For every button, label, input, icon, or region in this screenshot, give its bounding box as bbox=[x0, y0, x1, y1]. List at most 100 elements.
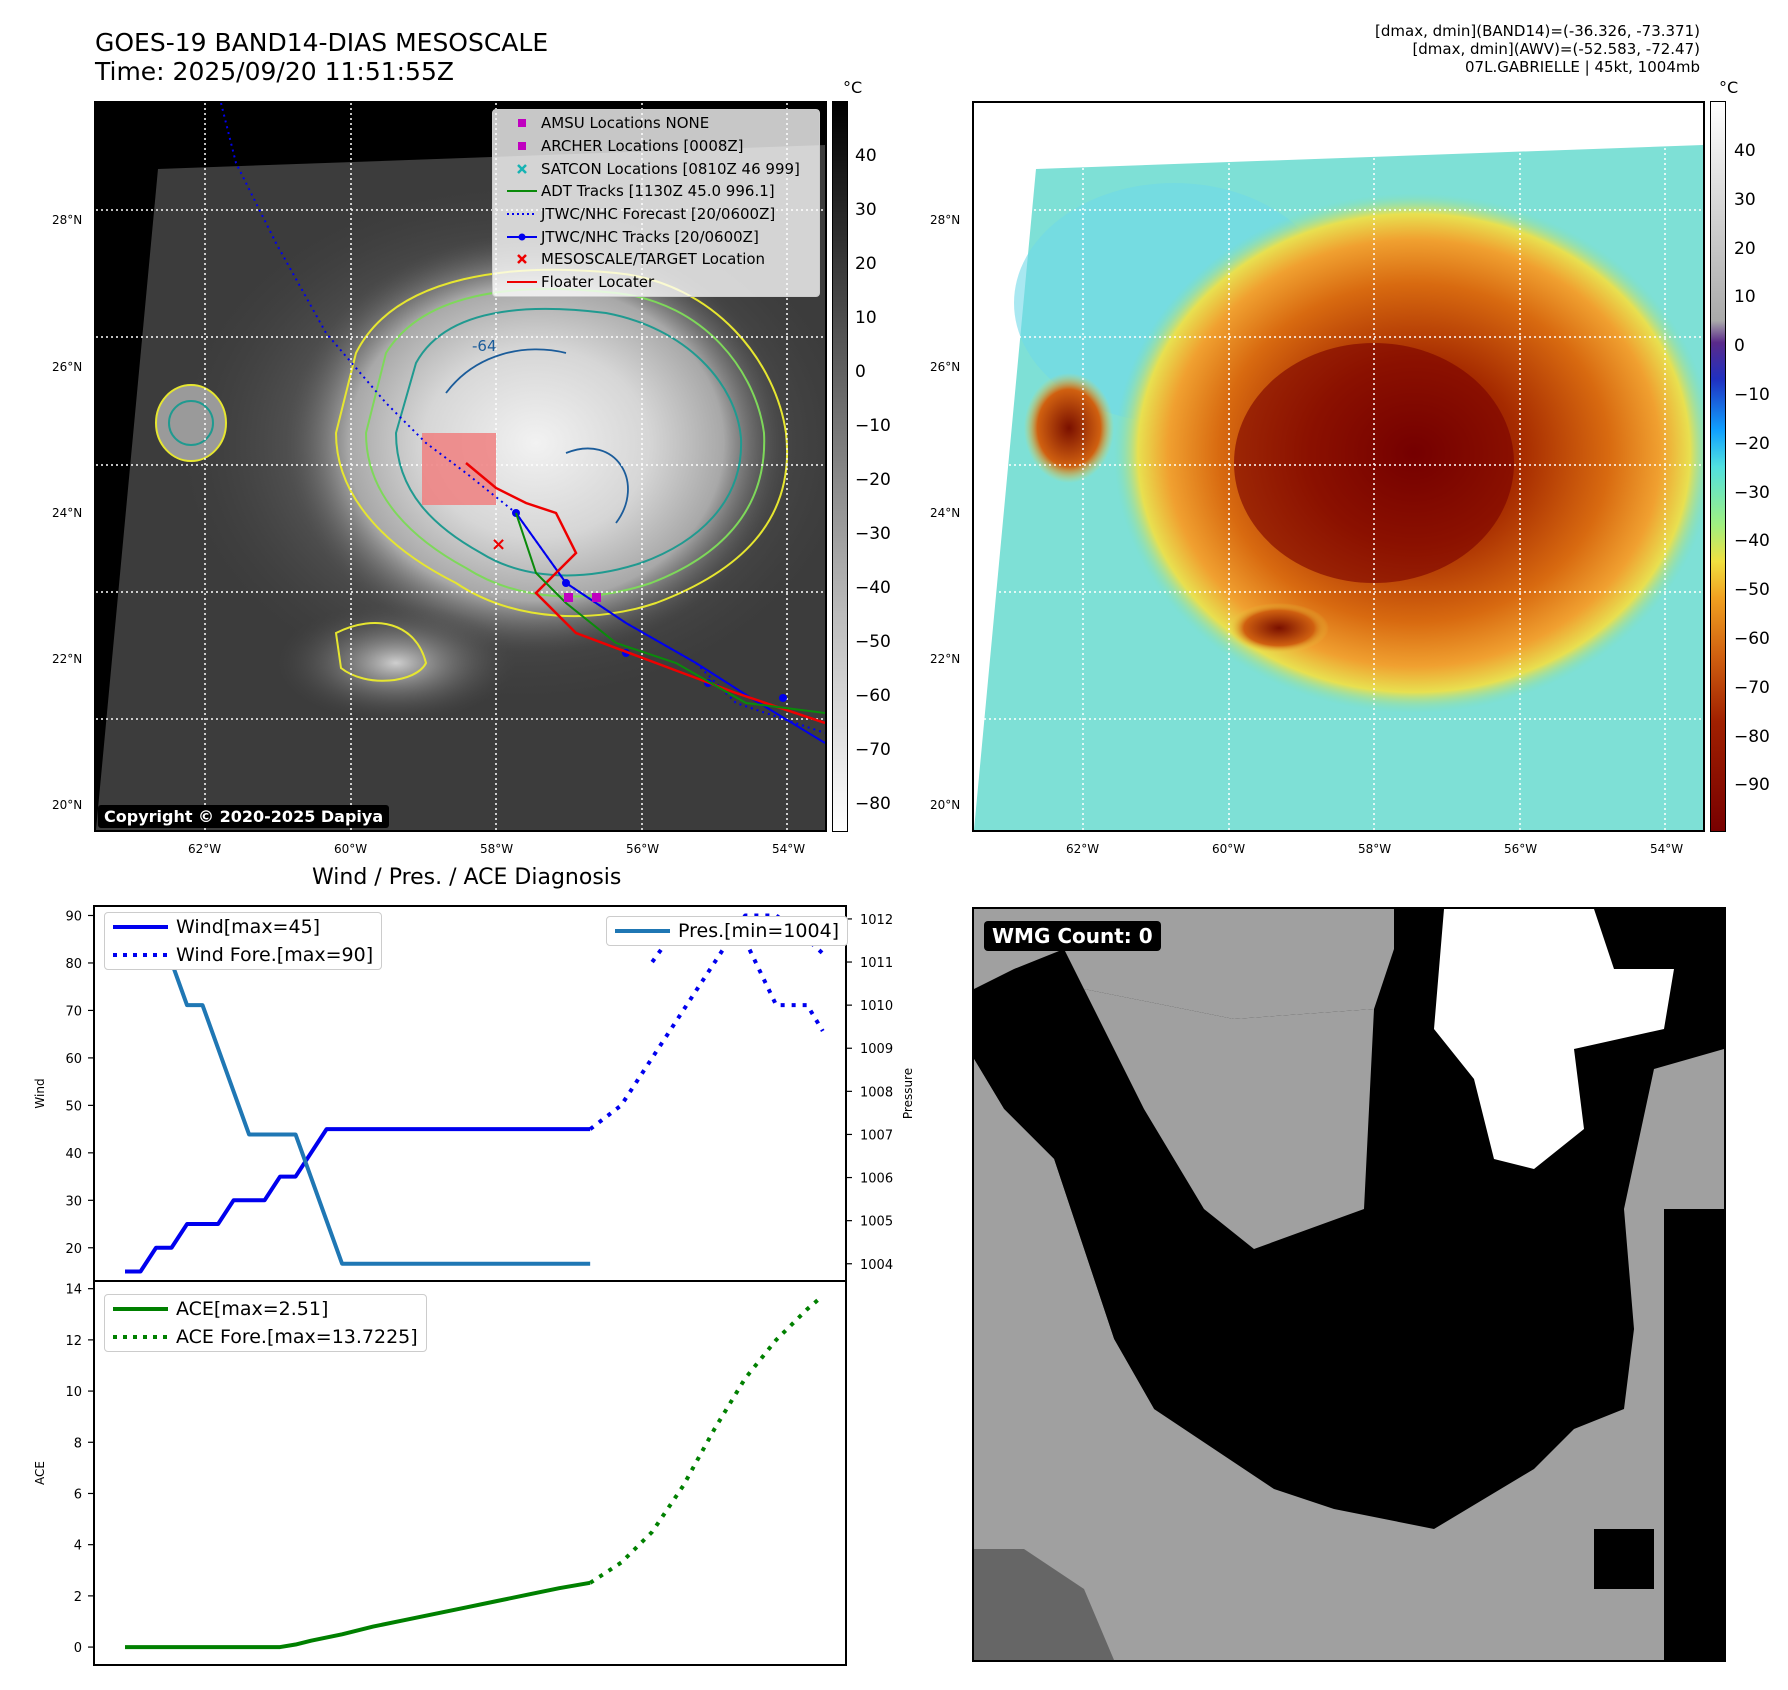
y2-axis-label: Pressure bbox=[901, 1068, 915, 1119]
colorbar-tick: −90 bbox=[1734, 775, 1770, 796]
map-legend-label: JTWC/NHC Forecast [20/0600Z] bbox=[541, 205, 776, 224]
awv-map-panel bbox=[972, 101, 1705, 832]
series-line bbox=[125, 1580, 591, 1650]
lon-label: 58°W bbox=[480, 842, 514, 856]
colorbar-tick: 20 bbox=[855, 254, 877, 274]
colorbar-tick: 30 bbox=[855, 200, 877, 220]
awv-map bbox=[974, 103, 1703, 830]
chart-title: Wind / Pres. / ACE Diagnosis bbox=[312, 865, 622, 890]
y-tick-label: 50 bbox=[65, 1099, 82, 1114]
series-line bbox=[589, 1294, 825, 1585]
ace-panel: 0 2 4 6 8 10 12 14 ACE bbox=[33, 1280, 847, 1666]
awv-gridlines bbox=[974, 103, 1703, 830]
lat-label: 26°N bbox=[930, 360, 961, 374]
lat-label: 28°N bbox=[930, 213, 961, 227]
y-tick-label: 2 bbox=[74, 1590, 82, 1605]
legend-wind-forecast: Wind Fore.[max=90] bbox=[105, 941, 381, 969]
y2-tick-label: 1010 bbox=[860, 999, 893, 1014]
info-line1: [dmax, dmin](BAND14)=(-36.326, -73.371) bbox=[1375, 22, 1700, 40]
legend-pressure-symbol bbox=[615, 929, 670, 933]
map-legend-symbol bbox=[503, 163, 541, 175]
colorbar-tick: −80 bbox=[855, 794, 891, 814]
colorbar-tick: 0 bbox=[855, 362, 866, 382]
y-tick-label: 4 bbox=[74, 1539, 82, 1554]
info-line3: 07L.GABRIELLE | 45kt, 1004mb bbox=[1465, 58, 1700, 76]
y2-tick-label: 1007 bbox=[860, 1128, 893, 1143]
colorbar-tick: −40 bbox=[1734, 531, 1770, 552]
y2-tick-label: 1004 bbox=[860, 1258, 893, 1273]
lon-label: 54°W bbox=[1650, 842, 1684, 856]
map-legend-item: ADT Tracks [1130Z 45.0 996.1] bbox=[493, 180, 819, 203]
legend-wind: Wind[max=45] bbox=[105, 913, 381, 941]
legend-ace-forecast-symbol bbox=[113, 1335, 168, 1339]
colorbar-tick: −80 bbox=[1734, 726, 1770, 747]
colorbar-tick: 40 bbox=[855, 146, 877, 166]
lat-label: 28°N bbox=[52, 213, 83, 227]
lat-label: 24°N bbox=[930, 506, 961, 520]
map-legend-label: ARCHER Locations [0008Z] bbox=[541, 137, 744, 156]
y-tick-label: 14 bbox=[65, 1283, 82, 1298]
y-tick-label: 30 bbox=[65, 1194, 82, 1209]
y-tick-label: 12 bbox=[65, 1334, 82, 1349]
wmg-panel: WMG Count: 0 bbox=[972, 907, 1726, 1662]
map-legend: AMSU Locations NONE ARCHER Locations [000… bbox=[492, 109, 820, 297]
y2-tick-label: 1012 bbox=[860, 913, 893, 928]
colorbar-tick: −60 bbox=[855, 686, 891, 706]
diagnostic-info: [dmax, dmin](BAND14)=(-36.326, -73.371) … bbox=[1375, 22, 1700, 76]
legend-wind-forecast-label: Wind Fore.[max=90] bbox=[176, 944, 374, 966]
colorbar-tick: −30 bbox=[855, 524, 891, 544]
adt-track bbox=[515, 512, 825, 714]
y2-tick-label: 1008 bbox=[860, 1085, 893, 1100]
colorbar-right-unit: °C bbox=[1719, 78, 1739, 97]
colorbar-tick: −40 bbox=[855, 578, 891, 598]
lat-label: 24°N bbox=[52, 506, 83, 520]
lat-label: 20°N bbox=[52, 798, 83, 812]
title-line1: GOES-19 BAND14-DIAS MESOSCALE bbox=[95, 28, 549, 57]
lon-label: 54°W bbox=[772, 842, 806, 856]
map-legend-label: ADT Tracks [1130Z 45.0 996.1] bbox=[541, 182, 775, 201]
legend-wind-label: Wind[max=45] bbox=[176, 916, 321, 938]
colorbar-tick: −70 bbox=[855, 740, 891, 760]
series-line bbox=[588, 913, 825, 1131]
mesoscale-box bbox=[422, 433, 496, 505]
colorbar-tick: −50 bbox=[855, 632, 891, 652]
colorbar-tick: 20 bbox=[1734, 238, 1756, 259]
wmg-map bbox=[974, 909, 1724, 1660]
map-legend-symbol bbox=[503, 185, 541, 197]
series-line bbox=[125, 1127, 591, 1274]
lat-label: 22°N bbox=[52, 652, 83, 666]
map-legend-label: JTWC/NHC Tracks [20/0600Z] bbox=[541, 227, 759, 246]
colorbar-tick: −10 bbox=[1734, 385, 1770, 405]
forecast-track bbox=[220, 103, 825, 734]
ace-legend: ACE[max=2.51] ACE Fore.[max=13.7225] bbox=[104, 1294, 427, 1352]
lat-label: 22°N bbox=[930, 652, 961, 666]
lat-label: 26°N bbox=[52, 360, 83, 374]
copyright-label: Copyright © 2020-2025 Dapiya bbox=[98, 805, 390, 828]
map-legend-item: JTWC/NHC Tracks [20/0600Z] bbox=[493, 225, 819, 248]
lon-label: 62°W bbox=[188, 842, 222, 856]
colorbar-tick: −60 bbox=[1734, 629, 1770, 649]
lon-label: 56°W bbox=[1504, 842, 1538, 856]
wind-legend: Wind[max=45] Wind Fore.[max=90] bbox=[104, 912, 383, 970]
map-legend-item: MESOSCALE/TARGET Location bbox=[493, 248, 819, 271]
y-axis-label: Wind bbox=[33, 1078, 47, 1108]
colorbar-tick: −10 bbox=[855, 416, 891, 436]
lon-label: 60°W bbox=[1212, 842, 1246, 856]
map-legend-item: Floater Locater bbox=[493, 271, 819, 294]
pressure-legend: Pres.[min=1004] bbox=[606, 916, 849, 946]
map-legend-symbol bbox=[503, 208, 541, 220]
legend-ace: ACE[max=2.51] bbox=[105, 1295, 426, 1323]
colorbar-tick: −20 bbox=[855, 470, 891, 490]
colorbar-tick: 40 bbox=[1734, 141, 1756, 161]
lon-label: 58°W bbox=[1358, 842, 1392, 856]
y-tick-label: 60 bbox=[65, 1052, 82, 1067]
colorbar-tick: 30 bbox=[1734, 189, 1756, 210]
y-tick-label: 6 bbox=[74, 1487, 82, 1502]
archer-marker bbox=[564, 593, 573, 602]
map-legend-label: Floater Locater bbox=[541, 273, 655, 292]
contour-label: -64 bbox=[472, 337, 497, 355]
legend-ace-label: ACE[max=2.51] bbox=[176, 1298, 329, 1320]
title-line2: Time: 2025/09/20 11:51:55Z bbox=[95, 57, 454, 86]
y-tick-label: 80 bbox=[65, 957, 82, 972]
lat-label: 20°N bbox=[930, 798, 961, 812]
